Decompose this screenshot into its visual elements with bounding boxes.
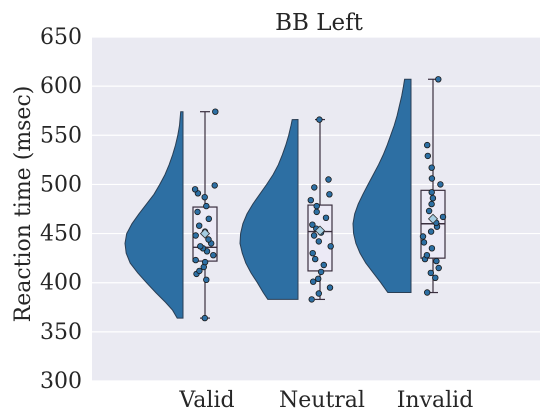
data-point xyxy=(317,268,325,276)
data-point xyxy=(310,232,318,239)
data-point xyxy=(308,296,315,303)
x-tick-label: Invalid xyxy=(397,388,474,413)
data-point xyxy=(197,243,204,250)
x-tick-label: Neutral xyxy=(279,388,365,413)
data-point xyxy=(419,233,427,240)
y-tick-label: 400 xyxy=(40,271,82,296)
data-point xyxy=(428,200,435,208)
data-point xyxy=(428,164,435,171)
data-point xyxy=(211,182,218,189)
data-point xyxy=(439,213,447,221)
data-point xyxy=(427,228,435,235)
data-point xyxy=(320,261,327,269)
data-point xyxy=(326,284,334,291)
data-point xyxy=(309,249,316,257)
chart-title: BB Left xyxy=(275,10,364,36)
y-tick-label: 450 xyxy=(40,222,82,247)
data-point xyxy=(420,239,428,246)
data-point xyxy=(201,258,209,266)
mean-marker xyxy=(314,225,326,236)
y-tick-label: 300 xyxy=(40,369,82,394)
data-point xyxy=(437,181,444,188)
violin-invalid xyxy=(352,78,412,294)
data-point xyxy=(212,108,219,115)
data-point xyxy=(192,232,199,239)
data-point xyxy=(322,214,330,221)
data-point xyxy=(203,202,210,210)
data-point xyxy=(435,264,442,272)
data-point xyxy=(205,236,212,243)
data-point xyxy=(316,116,323,123)
data-point xyxy=(205,215,212,222)
violins xyxy=(124,78,412,319)
data-point xyxy=(325,176,332,183)
data-point xyxy=(210,251,217,259)
mean-marker xyxy=(427,213,439,224)
data-point xyxy=(428,189,435,196)
x-tick-label: Valid xyxy=(178,388,234,413)
data-point xyxy=(191,186,199,193)
y-tick-label: 650 xyxy=(40,25,82,50)
y-tick-label: 550 xyxy=(40,123,82,148)
y-tick-label: 600 xyxy=(40,74,82,99)
x-tick-labels: Valid Neutral Invalid xyxy=(178,388,473,413)
data-point xyxy=(433,257,440,265)
violin-neutral xyxy=(239,119,299,300)
data-point xyxy=(428,175,436,182)
data-point xyxy=(313,208,320,216)
data-point xyxy=(429,194,437,202)
data-point xyxy=(423,251,431,259)
box-iqr xyxy=(307,204,333,272)
data-point xyxy=(201,193,208,201)
data-point xyxy=(315,238,322,245)
data-point xyxy=(315,275,322,282)
data-point xyxy=(312,255,319,263)
y-tick-label: 350 xyxy=(40,320,82,345)
data-point xyxy=(326,191,333,198)
data-point xyxy=(435,76,442,83)
data-point xyxy=(203,276,210,283)
data-point xyxy=(311,184,318,191)
mean-marker xyxy=(199,228,211,239)
data-point xyxy=(315,290,322,297)
data-point xyxy=(196,267,203,275)
data-point xyxy=(309,221,316,228)
data-point xyxy=(428,245,436,252)
data-point xyxy=(192,256,199,264)
y-tick-labels: 300 350 400 450 500 550 600 650 xyxy=(40,25,82,394)
data-point xyxy=(194,208,201,216)
data-point xyxy=(424,289,431,296)
violin-valid xyxy=(124,111,184,319)
data-point xyxy=(424,141,431,149)
y-tick-label: 500 xyxy=(40,172,82,197)
data-point xyxy=(424,152,431,160)
data-point xyxy=(313,202,320,210)
data-point xyxy=(432,274,439,281)
data-point xyxy=(201,314,208,322)
data-point xyxy=(425,207,433,215)
data-points xyxy=(191,76,447,322)
data-point xyxy=(307,196,314,204)
data-point xyxy=(327,243,334,250)
data-point xyxy=(310,278,317,285)
data-point xyxy=(427,269,434,277)
y-axis-title: Reaction time (msec) xyxy=(11,86,36,323)
data-point xyxy=(195,222,203,229)
